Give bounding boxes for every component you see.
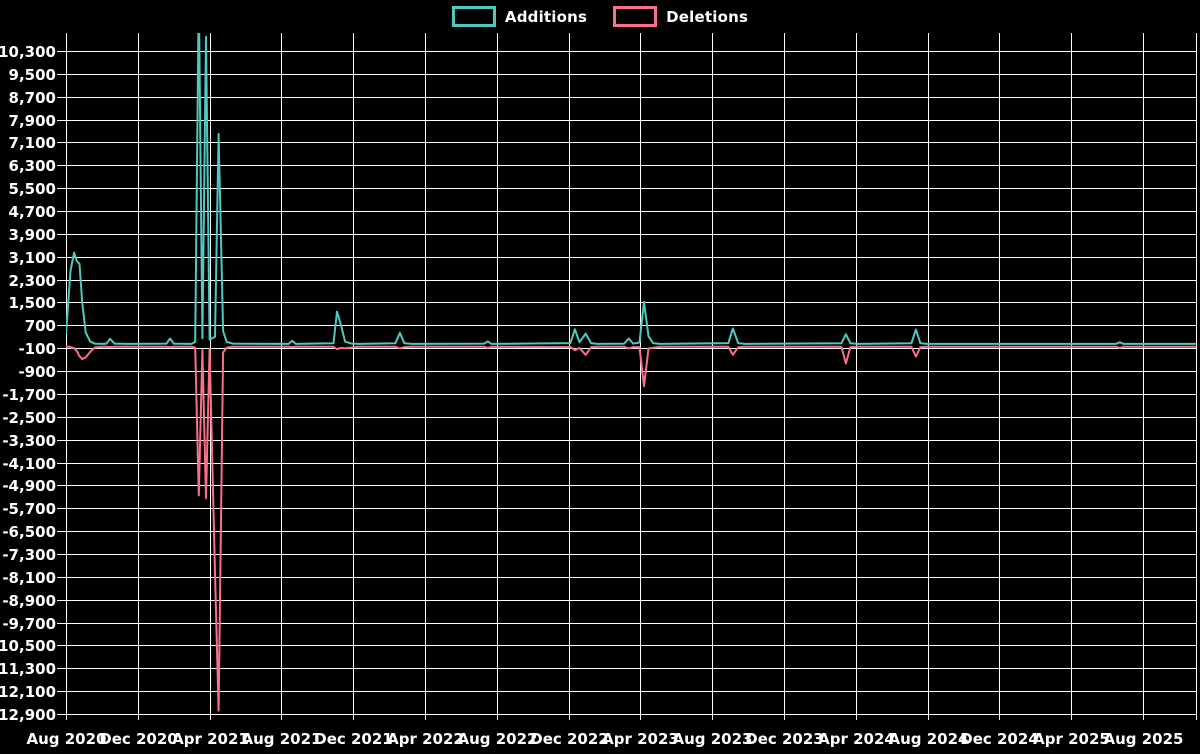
svg-text:-11,300: -11,300 xyxy=(0,660,56,678)
svg-text:Aug 2022: Aug 2022 xyxy=(458,730,538,748)
svg-text:3,100: 3,100 xyxy=(9,249,56,267)
svg-text:8,700: 8,700 xyxy=(9,89,56,107)
svg-text:-8,100: -8,100 xyxy=(2,569,56,587)
svg-text:4,700: 4,700 xyxy=(9,203,56,221)
svg-text:Aug 2025: Aug 2025 xyxy=(1104,730,1184,748)
svg-text:-1,700: -1,700 xyxy=(2,386,56,404)
svg-text:7,900: 7,900 xyxy=(9,112,56,130)
svg-text:Apr 2021: Apr 2021 xyxy=(172,730,249,748)
chart-legend: Additions Deletions xyxy=(0,6,1200,27)
svg-text:Dec 2022: Dec 2022 xyxy=(530,730,609,748)
additions-swatch-icon xyxy=(451,6,496,27)
svg-text:Dec 2020: Dec 2020 xyxy=(99,730,178,748)
svg-text:-2,500: -2,500 xyxy=(2,409,56,427)
svg-text:Apr 2024: Apr 2024 xyxy=(818,730,895,748)
svg-text:7,100: 7,100 xyxy=(9,134,56,152)
svg-text:9,500: 9,500 xyxy=(9,66,56,84)
svg-text:5,500: 5,500 xyxy=(9,180,56,198)
y-axis-labels: 10,300 9,500 8,700 7,900 7,100 6,300 5,500 4,70… xyxy=(0,43,56,724)
svg-text:-7,300: -7,300 xyxy=(2,546,56,564)
svg-text:700: 700 xyxy=(25,317,56,335)
deletions-line xyxy=(66,345,1196,712)
svg-text:-4,100: -4,100 xyxy=(2,455,56,473)
svg-text:-3,300: -3,300 xyxy=(2,432,56,450)
svg-text:6,300: 6,300 xyxy=(9,157,56,175)
svg-text:-100: -100 xyxy=(18,340,56,358)
horizontal-grid-lines xyxy=(57,51,1196,715)
svg-text:Aug 2023: Aug 2023 xyxy=(673,730,753,748)
svg-text:Apr 2025: Apr 2025 xyxy=(1033,730,1110,748)
svg-text:-5,700: -5,700 xyxy=(2,500,56,518)
svg-text:-9,700: -9,700 xyxy=(2,615,56,633)
svg-text:Apr 2023: Apr 2023 xyxy=(602,730,679,748)
svg-text:2,300: 2,300 xyxy=(9,272,56,290)
svg-text:-900: -900 xyxy=(18,363,56,381)
svg-text:-10,500: -10,500 xyxy=(0,637,56,655)
vertical-grid-lines xyxy=(66,33,1197,720)
svg-text:Dec 2024: Dec 2024 xyxy=(960,730,1039,748)
svg-text:-12,100: -12,100 xyxy=(0,683,56,701)
svg-text:-8,900: -8,900 xyxy=(2,592,56,610)
svg-text:1,500: 1,500 xyxy=(9,294,56,312)
svg-text:Aug 2024: Aug 2024 xyxy=(889,730,969,748)
svg-text:10,300: 10,300 xyxy=(0,43,56,61)
legend-label-deletions: Deletions xyxy=(666,7,749,26)
svg-text:Aug 2020: Aug 2020 xyxy=(27,730,107,748)
svg-text:3,900: 3,900 xyxy=(9,226,56,244)
svg-text:-6,500: -6,500 xyxy=(2,523,56,541)
svg-text:Dec 2023: Dec 2023 xyxy=(745,730,824,748)
legend-label-additions: Additions xyxy=(504,7,588,26)
legend-item-deletions[interactable]: Deletions xyxy=(613,6,748,27)
legend-item-additions[interactable]: Additions xyxy=(451,6,588,27)
deletions-swatch-icon xyxy=(613,6,658,27)
svg-text:-4,900: -4,900 xyxy=(2,477,56,495)
svg-text:Dec 2021: Dec 2021 xyxy=(314,730,393,748)
additions-line xyxy=(66,33,1196,345)
svg-text:Apr 2022: Apr 2022 xyxy=(387,730,464,748)
svg-text:-12,900: -12,900 xyxy=(0,706,56,724)
svg-text:Aug 2021: Aug 2021 xyxy=(242,730,322,748)
